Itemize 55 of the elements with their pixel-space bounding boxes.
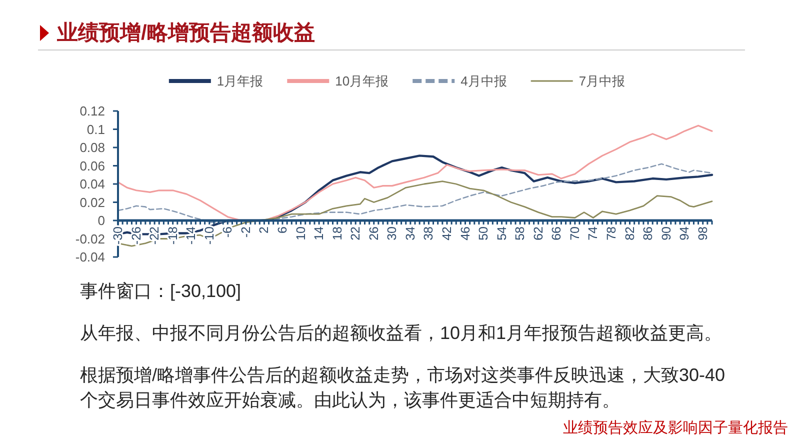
legend-label: 4月中报 [460, 74, 507, 88]
y-tick-label: 0.12 [80, 104, 105, 118]
legend-item: 10月年报 [287, 74, 389, 88]
y-tick-label: 0.06 [80, 158, 105, 174]
x-tick-label: 98 [696, 226, 710, 240]
y-tick-label: 0.02 [80, 194, 105, 210]
annotation: 业绩预告效应及影响因子量化报告 [563, 420, 788, 436]
legend-label: 7月中报 [578, 74, 626, 88]
x-tick-label: 10 [294, 226, 308, 240]
y-tick-label: -0.02 [75, 231, 105, 246]
x-tick-label: 94 [678, 226, 692, 240]
x-tick-label: 54 [494, 226, 509, 240]
x-tick-label: 46 [458, 226, 472, 240]
x-tick-label: 50 [476, 226, 491, 240]
y-tick-label: 0 [98, 213, 105, 228]
x-tick-label: 86 [641, 226, 656, 240]
x-tick-label: -10 [202, 226, 216, 245]
x-tick-label: -22 [148, 226, 162, 245]
x-tick-label: 70 [568, 226, 582, 240]
legend-label: 10月年报 [335, 74, 389, 88]
y-tick-label: -0.04 [75, 250, 105, 264]
x-tick-label: 18 [330, 226, 344, 240]
x-tick-label: 26 [366, 226, 381, 240]
y-tick-label: 0.08 [80, 140, 105, 155]
x-tick-label: 62 [531, 226, 546, 240]
x-tick-label: -18 [166, 226, 180, 245]
y-tick-label: 0.1 [86, 122, 105, 137]
x-tick-label: -14 [184, 226, 198, 245]
legend-item: 4月中报 [412, 74, 507, 88]
legend-label: 1月年报 [216, 74, 264, 88]
y-tick-label: 0.04 [80, 176, 105, 192]
x-tick-label: 6 [275, 226, 290, 234]
x-tick-label: 78 [604, 226, 618, 240]
x-tick-label: -26 [129, 226, 144, 245]
x-tick-label: 90 [659, 226, 674, 240]
x-tick-label: 22 [348, 226, 363, 240]
x-tick-label: 34 [403, 226, 418, 240]
x-tick-label: -30 [111, 226, 125, 245]
title: 业绩预增/略增预告超额收益 [57, 22, 315, 44]
x-tick-label: 42 [440, 226, 454, 240]
x-tick-label: 82 [622, 226, 637, 240]
annotation: 事件窗口：[-30,100] [80, 281, 242, 301]
legend-item: 7月中报 [530, 74, 626, 88]
x-tick-label: 14 [312, 226, 326, 240]
x-tick-label: -6 [220, 226, 235, 238]
legend-item: 1月年报 [168, 74, 264, 88]
annotation: 从年报、中报不同月份公告后的超额收益看，10月和1月年报预告超额收益更高。 [80, 323, 722, 343]
x-tick-label: 58 [513, 226, 528, 240]
x-tick-label: 66 [550, 226, 564, 240]
x-tick-label: -2 [238, 226, 253, 238]
x-tick-label: 74 [586, 226, 600, 240]
annotation: 根据预增/略增事件公告后的超额收益走势，市场对这类事件反映迅速，大致30-40个交易日事件效应开始衰减。由此认为，该事件更适合中短期持有。 [80, 365, 726, 410]
x-tick-label: 38 [422, 226, 436, 240]
x-tick-label: 2 [257, 226, 272, 234]
x-tick-label: 30 [385, 226, 400, 240]
